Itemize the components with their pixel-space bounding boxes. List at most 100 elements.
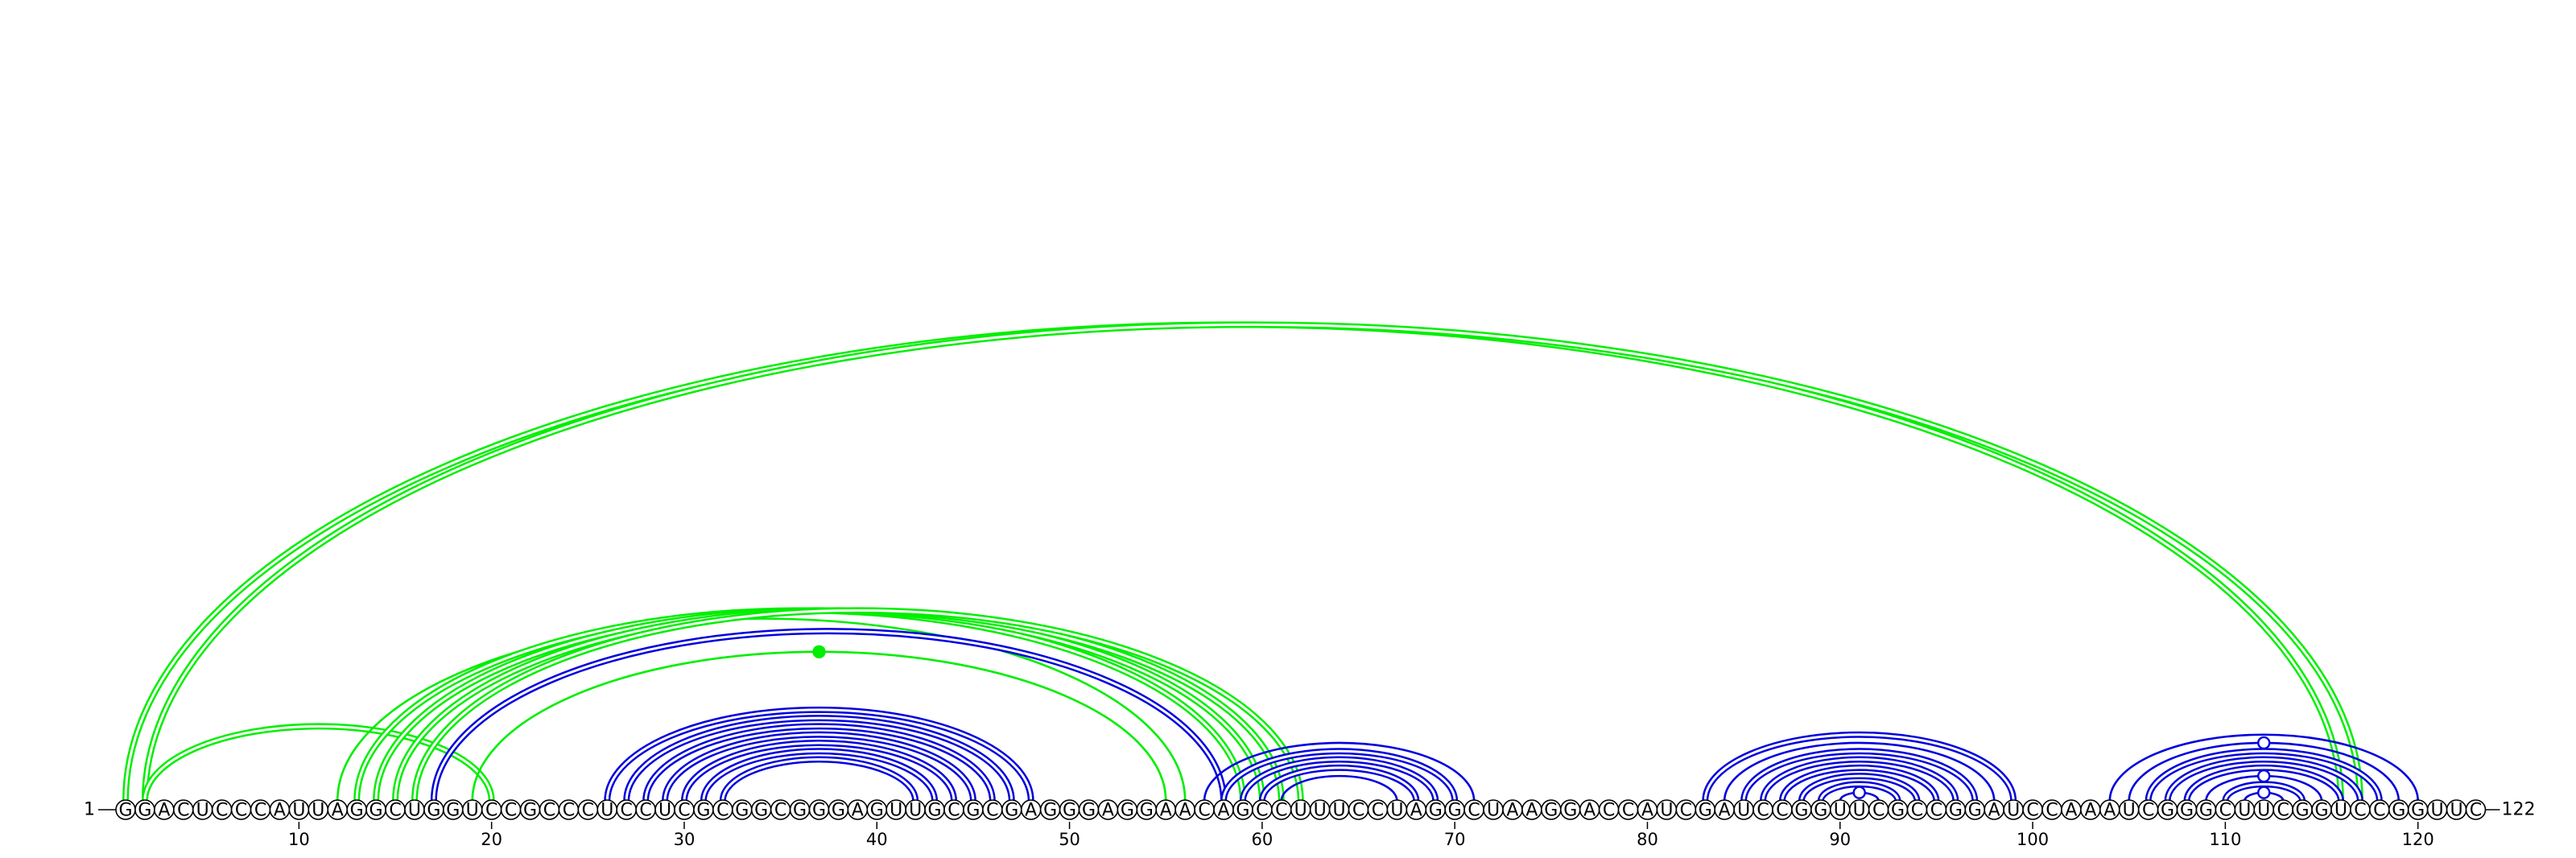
nucleotide-circle — [2465, 799, 2487, 820]
nucleotide: U — [2003, 799, 2024, 821]
arc-2-20-inner — [143, 724, 493, 802]
arc-14-60-inner — [374, 608, 1264, 802]
nucleotide: U — [2446, 799, 2467, 821]
nucleotide: A — [154, 799, 175, 821]
tick-label: 10 — [288, 830, 310, 849]
nucleotide-letter: C — [1680, 801, 1692, 821]
nucleotide: C — [1598, 799, 1620, 821]
nucleotide: C — [1617, 799, 1639, 821]
nucleotide-letter: A — [1025, 801, 1037, 821]
arc-15-61 — [392, 607, 1285, 802]
nucleotide: G — [2195, 799, 2217, 821]
nucleotide: A — [2099, 799, 2120, 821]
nucleotide-letter: A — [158, 801, 170, 821]
nucleotide-letter: C — [485, 801, 497, 821]
nucleotide-letter: G — [1429, 801, 1443, 821]
nucleotide: U — [1386, 799, 1408, 821]
nucleotide-letter: C — [216, 801, 228, 821]
arc-markers — [812, 645, 2271, 799]
nucleotide: G — [2388, 799, 2409, 821]
nucleotide: C — [616, 799, 637, 821]
nucleotide: C — [1348, 799, 1369, 821]
nucleotide-letter: G — [696, 801, 710, 821]
nucleotide-letter: G — [2161, 801, 2174, 821]
nucleotide: G — [1078, 799, 1100, 821]
nucleotide-letter: C — [678, 801, 690, 821]
nucleotide-letter: G — [1121, 801, 1134, 821]
nucleotide-letter: G — [1082, 801, 1096, 821]
nucleotide: A — [847, 799, 869, 821]
nucleotide-letter: U — [1390, 801, 1403, 821]
arc-12-56 — [336, 617, 1187, 802]
nucleotide-letter: G — [1043, 801, 1057, 821]
arc-13-59-inner — [355, 608, 1245, 802]
nucleotide: U — [654, 799, 675, 821]
nucleotide: C — [2273, 799, 2293, 821]
arc-17-58-inner — [432, 629, 1225, 802]
nucleotide-letter: U — [2431, 801, 2444, 821]
nucleotide: G — [2311, 799, 2332, 821]
nucleotide: G — [1887, 799, 1909, 821]
nucleotide: A — [269, 799, 291, 821]
nucleotide-letter: A — [332, 801, 344, 821]
arc-58-70-inner — [1222, 749, 1456, 802]
nucleotide-letter: A — [2065, 801, 2077, 821]
nucleotide: U — [192, 799, 213, 821]
nucleotide-letter: C — [2470, 801, 2482, 821]
nucleotide: U — [886, 799, 906, 821]
nucleotide-letter: A — [1641, 801, 1653, 821]
nucleotide-letter: C — [389, 801, 401, 821]
arc-60-68-inner — [1261, 766, 1418, 802]
nucleotide: C — [770, 799, 791, 821]
nucleotide: U — [2118, 799, 2140, 821]
nucleotide: G — [808, 799, 830, 821]
nucleotide-letter: G — [2296, 801, 2310, 821]
nucleotide-letter: U — [2334, 801, 2347, 821]
nucleotide-letter: C — [1622, 801, 1634, 821]
nucleotide: G — [423, 799, 444, 821]
nucleotide: C — [481, 799, 502, 821]
arc-26-48-inner — [605, 708, 1033, 802]
arc-88-94-inner — [1800, 774, 1918, 802]
nucleotide: G — [828, 799, 849, 821]
nucleotide-letter: U — [196, 801, 209, 821]
nucleotide: A — [1984, 799, 2005, 821]
arc-61-67 — [1280, 774, 1398, 802]
nucleotide: U — [1656, 799, 1678, 821]
nucleotide: G — [2292, 799, 2313, 821]
nucleotide-letter: C — [254, 801, 266, 821]
nucleotide: C — [1868, 799, 1889, 821]
nucleotide: A — [2080, 799, 2101, 821]
nucleotide-letter: U — [1737, 801, 1750, 821]
nucleotide: A — [1174, 799, 1195, 821]
nucleotide-letter: A — [1506, 801, 1518, 821]
nucleotide: U — [1290, 799, 1311, 821]
nucleotide-letter: C — [1603, 801, 1615, 821]
nucleotide: A — [1406, 799, 1427, 821]
arc-32-42-inner — [721, 758, 917, 802]
marker-109-115 — [2257, 769, 2271, 783]
tick-label: 80 — [1637, 830, 1658, 849]
nucleotide: G — [1039, 799, 1061, 821]
nucleotide-letter: A — [1410, 801, 1422, 821]
nucleotide-letter: U — [909, 801, 922, 821]
nucleotide-letter: U — [890, 801, 902, 821]
nucleotide-letter: G — [1063, 801, 1076, 821]
tick-label: 70 — [1444, 830, 1466, 849]
nucleotide-letter: G — [369, 801, 383, 821]
tick-label: 20 — [481, 830, 502, 849]
nucleotide: G — [1444, 799, 1465, 821]
arc-30-44-inner — [683, 741, 956, 802]
nucleotide: U — [1483, 799, 1504, 821]
nucleotide-letter: C — [235, 801, 247, 821]
nucleotide: C — [982, 799, 1003, 821]
nucleotide-letter: C — [1872, 801, 1885, 821]
nucleotide: A — [2061, 799, 2082, 821]
nucleotide: G — [963, 799, 984, 821]
nucleotide-letter: U — [312, 801, 324, 821]
nucleotide-letter: C — [563, 801, 575, 821]
nucleotide: C — [2369, 799, 2390, 821]
nucleotide-letter: G — [870, 801, 884, 821]
nucleotide-letter: G — [138, 801, 151, 821]
nucleotide-letter: U — [1314, 801, 1327, 821]
